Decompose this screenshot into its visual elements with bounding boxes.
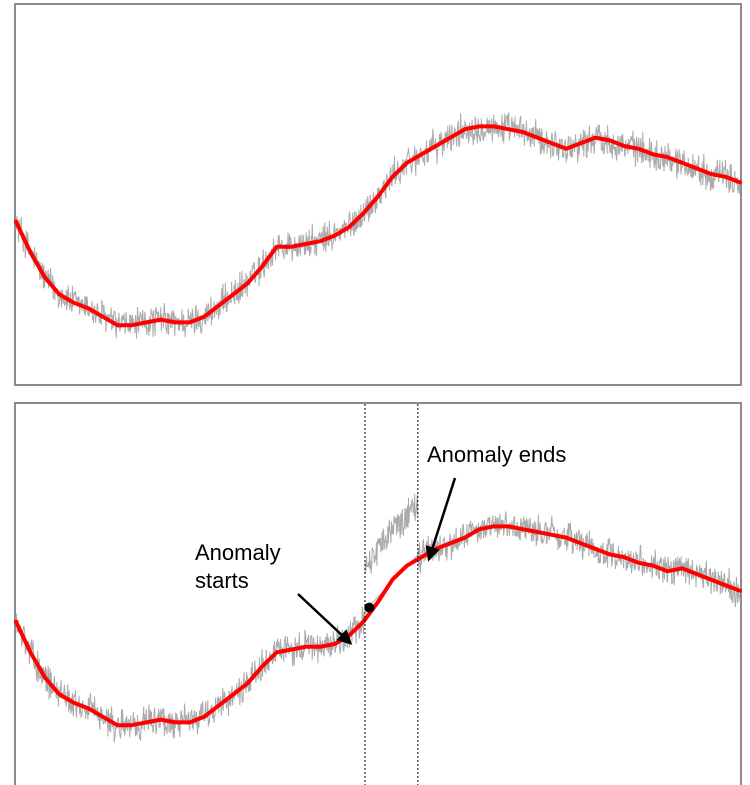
top-noisy-signal-line — [15, 112, 741, 339]
annotation-anomaly-ends: Anomaly ends — [427, 442, 566, 467]
bottom-chart-panel: Anomaly ends Anomaly starts — [14, 402, 742, 785]
bottom-chart-frame — [14, 402, 742, 785]
annotation-anomaly-starts: Anomaly starts — [195, 540, 287, 593]
annotation-anomaly-starts-line-2: starts — [195, 568, 249, 593]
bottom-trend-line — [14, 524, 742, 728]
anomaly-start-dot — [364, 602, 375, 613]
arrow-anomaly-ends — [425, 477, 457, 562]
anomaly-signal-segment — [364, 493, 419, 574]
annotation-anomaly-starts-line-1: Anomaly — [195, 540, 281, 565]
top-trend-line — [14, 124, 742, 328]
arrow-anomaly-starts — [297, 593, 353, 645]
top-chart-panel — [14, 3, 742, 386]
